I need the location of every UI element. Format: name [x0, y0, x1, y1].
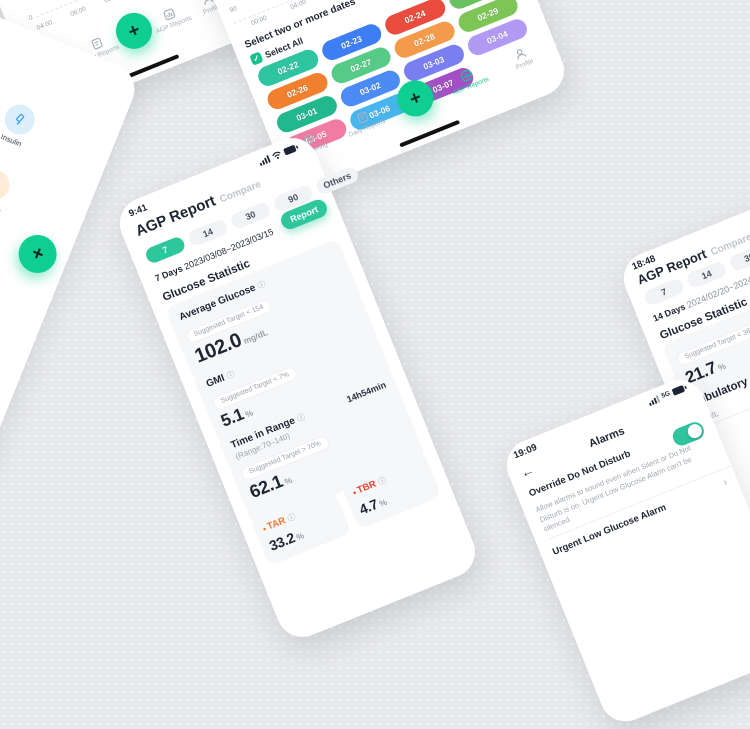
tbr-value: 4.7	[356, 495, 381, 518]
agp-reports-icon	[460, 69, 473, 82]
gmi-unit: %	[243, 407, 255, 420]
status-icons: 5G	[647, 383, 688, 406]
phone-agp-report-main: 9:41 AGP Report Compare 7 14 30 90 Other…	[112, 130, 483, 645]
signal-icon	[259, 154, 271, 166]
condition-icon	[0, 165, 14, 205]
chevron-right-icon: ›	[721, 476, 730, 489]
tab-daily-reports[interactable]: Daily Reports	[340, 104, 389, 140]
battery-icon	[283, 144, 298, 155]
battery-icon	[671, 385, 687, 395]
daily-reports-icon	[357, 111, 369, 124]
cv-unit: %	[716, 360, 728, 373]
briefcase-icon	[0, 180, 1, 191]
x-tick: 06:00	[69, 5, 88, 19]
tir-unit: %	[282, 474, 294, 487]
period-days: 7 Days	[153, 263, 185, 284]
info-icon[interactable]: ⓘ	[295, 412, 307, 424]
agp-reports-icon	[163, 8, 176, 21]
insulin-icon	[0, 99, 40, 140]
status-time: 19:09	[511, 442, 539, 462]
x-tick: 04:00	[35, 19, 54, 32]
tbr-label: TBR	[355, 478, 378, 497]
daily-reports-icon	[91, 37, 103, 50]
plus-icon: +	[28, 241, 48, 266]
status-bar: 9:41	[127, 141, 300, 220]
status-bar: 19:09 5G	[512, 381, 689, 461]
info-icon[interactable]: ⓘ	[286, 511, 298, 524]
phone-fab-menu: Insulin Condition +	[0, 0, 143, 474]
menu-item-insulin[interactable]: Insulin	[0, 99, 40, 150]
tab-profile[interactable]: Profile	[186, 0, 232, 20]
menu-item-condition[interactable]: Condition	[0, 165, 15, 216]
tar-unit: %	[294, 530, 306, 543]
average-glucose-unit: mg/dL	[241, 327, 270, 346]
info-icon[interactable]: ⓘ	[256, 279, 268, 291]
plus-icon: +	[124, 19, 144, 43]
tab-agp-reports[interactable]: AGP Reports	[444, 62, 493, 98]
syringe-icon	[16, 113, 25, 125]
select-all-checkbox[interactable]: ✓	[249, 51, 264, 66]
y-tick: 90	[228, 5, 238, 15]
compare-link[interactable]: Compare	[218, 178, 263, 206]
tar-value: 33.2	[266, 529, 298, 554]
profile-icon	[204, 0, 214, 5]
phone-alarms: 19:09 5G ← Alarms Override Do Not Distur…	[499, 372, 750, 729]
x-tick: 04:00	[289, 0, 308, 12]
carrier-label: 5G	[660, 390, 672, 400]
check-icon: ✓	[251, 53, 262, 64]
status-icons	[258, 143, 300, 166]
signal-icon	[649, 394, 661, 406]
tab-profile[interactable]: Profile	[498, 40, 547, 76]
tab-30[interactable]: 30	[229, 200, 273, 231]
tab-14[interactable]: 14	[186, 217, 230, 248]
add-record-fab[interactable]: +	[12, 229, 63, 279]
tab-agp-reports[interactable]: AGP Reports	[148, 1, 194, 36]
profile-icon	[516, 49, 527, 60]
info-icon[interactable]: ⓘ	[225, 369, 237, 381]
x-tick: 00:00	[250, 14, 268, 28]
status-time: 9:41	[127, 202, 149, 220]
plus-icon: +	[406, 86, 425, 111]
tab-daily-reports[interactable]: Daily Reports	[75, 30, 121, 65]
info-icon[interactable]: ⓘ	[376, 475, 388, 487]
tab-7[interactable]: 7	[143, 235, 187, 265]
x-tick: 08:00	[103, 0, 121, 4]
tar-label: TAR	[265, 515, 288, 533]
wifi-icon	[272, 151, 281, 159]
